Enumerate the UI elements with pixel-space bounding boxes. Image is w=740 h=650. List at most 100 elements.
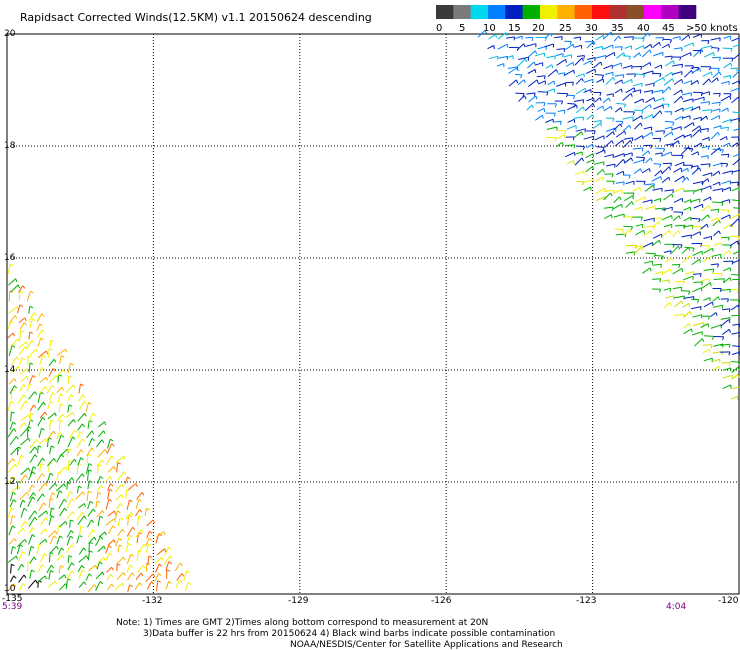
wind-barb-flag [677, 245, 681, 250]
wind-barb [681, 34, 689, 41]
wind-barb-flag [148, 543, 152, 547]
wind-barb-flag [21, 357, 26, 361]
legend-label-15: 15 [508, 23, 521, 34]
wind-barb-flag [550, 33, 553, 37]
wind-barb [78, 383, 81, 394]
wind-barb [651, 239, 660, 246]
wind-barb [59, 507, 66, 517]
wind-barb-flag [24, 539, 27, 543]
wind-barb [10, 284, 19, 293]
wind-barb [58, 574, 65, 580]
wind-barb-flag [74, 429, 78, 433]
wind-barb-flag [715, 312, 718, 317]
wind-barb-flag [13, 428, 17, 432]
wind-barb-flag [721, 202, 724, 207]
wind-barb-flag [522, 93, 525, 97]
wind-barb-flag [168, 561, 172, 565]
wind-barb [28, 312, 35, 323]
wind-barb [672, 215, 680, 221]
wind-barb-flag [730, 62, 733, 67]
wind-barb-flag [32, 527, 36, 531]
wind-barb [614, 153, 625, 158]
wind-barb-flag [81, 569, 86, 573]
wind-barb [732, 158, 740, 166]
wind-barb-flag [618, 35, 621, 40]
wind-barb-flag [634, 73, 637, 78]
wind-barb [662, 151, 672, 157]
wind-barb [10, 411, 12, 422]
wind-barb-flag [708, 78, 711, 83]
wind-barb-flag [48, 348, 53, 351]
wind-barb-flag [683, 175, 685, 180]
wind-barb [603, 206, 614, 209]
wind-barb-flag [63, 483, 66, 488]
legend-label-10: 10 [483, 23, 496, 34]
wind-barb [645, 252, 656, 255]
wind-barb-flag [13, 583, 17, 588]
wind-barb-flag [81, 511, 85, 516]
wind-barb [731, 314, 740, 317]
wind-barb-flag [139, 582, 143, 586]
wind-barb-flag [581, 78, 584, 82]
wind-barb [487, 45, 495, 50]
wind-barb [146, 519, 154, 527]
wind-barb [683, 206, 691, 211]
wind-barb [126, 526, 134, 537]
wind-barb-flag [109, 489, 113, 492]
wind-barb-flag [42, 457, 46, 462]
wind-barb-flag [113, 466, 116, 470]
wind-barb-flag [74, 458, 77, 463]
wind-barb-flag [632, 36, 635, 41]
wind-barb-flag [13, 575, 17, 579]
wind-barb [69, 458, 75, 466]
wind-barb [643, 126, 652, 130]
wind-barb [10, 515, 13, 525]
wind-barb [95, 536, 102, 547]
wind-barb [556, 82, 566, 87]
wind-barb-flag [39, 323, 43, 327]
wind-barb-flag [81, 473, 85, 477]
wind-barb [8, 278, 16, 286]
wind-barb-flag [27, 467, 31, 472]
wind-barb [720, 80, 730, 84]
wind-barb [625, 87, 635, 94]
wind-barb [702, 109, 712, 112]
wind-barb-flag [69, 490, 73, 494]
wind-barb [702, 256, 709, 263]
wind-barb [28, 391, 36, 400]
wind-barb [664, 295, 674, 299]
wind-barb-flag [642, 74, 646, 79]
wind-barb-flag [707, 214, 710, 219]
wind-barb-flag [621, 79, 623, 84]
wind-barb-flag [649, 62, 652, 66]
wind-barb-flag [129, 584, 133, 588]
wind-barb-flag [28, 438, 31, 442]
wind-barb [723, 223, 733, 230]
wind-barb [613, 203, 622, 210]
wind-barb [673, 89, 682, 96]
wind-barb [692, 129, 700, 137]
wind-barb [729, 240, 738, 247]
wind-barb-flag [87, 453, 92, 457]
wind-barb [692, 287, 702, 293]
wind-barb [623, 225, 633, 228]
wind-barb [28, 331, 31, 340]
wind-barb [19, 384, 24, 392]
wind-barb [39, 386, 46, 394]
wind-barb [700, 163, 711, 166]
wind-barb [593, 161, 605, 165]
wind-barb [47, 457, 55, 467]
wind-barb-flag [113, 510, 117, 515]
wind-barb-flag [60, 565, 64, 568]
wind-barb-flag [727, 108, 729, 112]
wind-barb [651, 176, 662, 182]
wind-barb [497, 43, 508, 50]
wind-barb [29, 348, 37, 356]
wind-barb [38, 482, 46, 492]
wind-barb [65, 578, 69, 590]
wind-barb-flag [101, 439, 105, 443]
wind-barb [10, 546, 14, 555]
wind-barb [27, 496, 34, 507]
wind-barb [605, 52, 615, 58]
